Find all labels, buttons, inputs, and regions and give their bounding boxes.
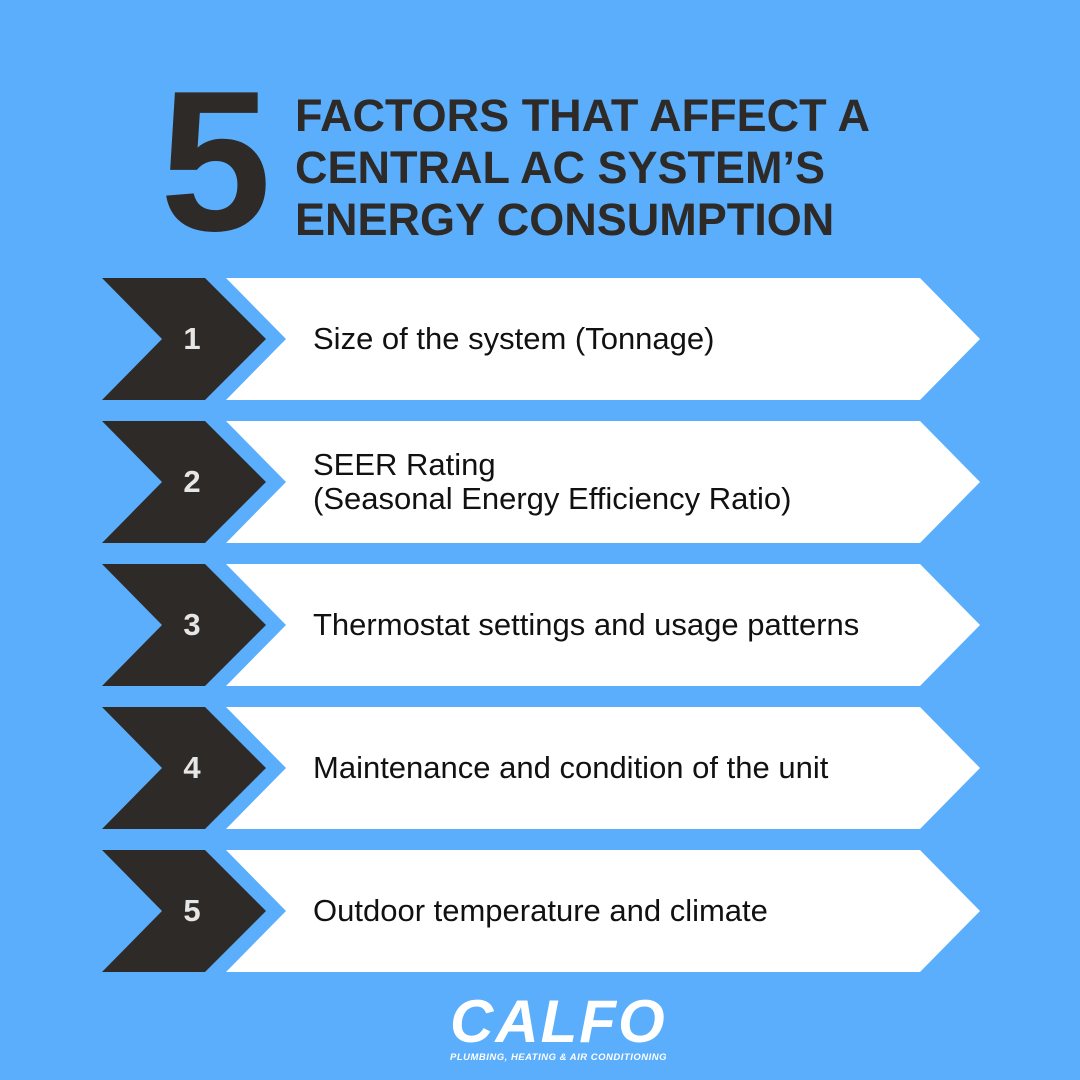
factor-number: 3 [183, 607, 201, 642]
factor-label-line: Size of the system (Tonnage) [313, 321, 715, 356]
factor-label: Maintenance and condition of the unit [313, 707, 953, 829]
title-line: ENERGY CONSUMPTION [295, 194, 835, 245]
factor-label: Thermostat settings and usage patterns [313, 564, 953, 686]
factor-arrow-shape [102, 564, 980, 686]
factor-label-line: (Seasonal Energy Efficiency Ratio) [313, 481, 792, 516]
title-line: CENTRAL AC SYSTEM’S [295, 142, 826, 193]
factor-label: Outdoor temperature and climate [313, 850, 953, 972]
factor-item: 1 Size of the system (Tonnage) [0, 278, 1080, 400]
factor-label-line: Thermostat settings and usage patterns [313, 607, 860, 642]
factor-item: 3 Thermostat settings and usage patterns [0, 564, 1080, 686]
factor-item: 2 SEER Rating (Seasonal Energy Efficienc… [0, 421, 1080, 543]
factor-arrow-shape [102, 707, 980, 829]
factor-arrow-shape [102, 421, 980, 543]
logo-wordmark: CALFO [450, 988, 667, 1055]
factor-arrow-shape [102, 278, 980, 400]
factor-item: 5 Outdoor temperature and climate [0, 850, 1080, 972]
factor-item: 4 Maintenance and condition of the unit [0, 707, 1080, 829]
factor-arrow-shape [102, 850, 980, 972]
factor-number: 2 [183, 464, 201, 499]
page-title: FACTORS THAT AFFECT A CENTRAL AC SYSTEM’… [295, 90, 870, 246]
factor-label: SEER Rating (Seasonal Energy Efficiency … [313, 421, 953, 543]
header: 5 FACTORS THAT AFFECT A CENTRAL AC SYSTE… [0, 0, 1080, 273]
header-number: 5 [160, 50, 271, 273]
factor-label: Size of the system (Tonnage) [313, 278, 953, 400]
factor-number: 4 [183, 750, 201, 785]
factor-label-line: SEER Rating [313, 447, 496, 482]
brand-logo: CALFO PLUMBING, HEATING & AIR CONDITIONI… [450, 988, 667, 1067]
title-line: FACTORS THAT AFFECT A [295, 90, 870, 141]
factor-number: 1 [183, 321, 201, 356]
factor-label-line: Outdoor temperature and climate [313, 893, 768, 928]
factor-label-line: Maintenance and condition of the unit [313, 750, 829, 785]
factor-number: 5 [183, 893, 201, 928]
logo-tagline: PLUMBING, HEATING & AIR CONDITIONING [450, 1052, 667, 1063]
